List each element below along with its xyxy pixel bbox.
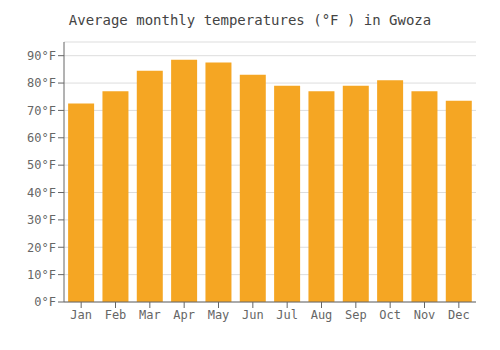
svg-text:30°F: 30°F — [27, 213, 56, 227]
svg-text:10°F: 10°F — [27, 268, 56, 282]
svg-text:Feb: Feb — [105, 308, 127, 322]
svg-text:40°F: 40°F — [27, 186, 56, 200]
svg-text:Oct: Oct — [379, 308, 401, 322]
svg-text:May: May — [208, 308, 230, 322]
svg-text:90°F: 90°F — [27, 49, 56, 63]
svg-text:Jun: Jun — [242, 308, 264, 322]
svg-text:Dec: Dec — [448, 308, 470, 322]
svg-text:Jul: Jul — [276, 308, 298, 322]
svg-text:Jan: Jan — [70, 308, 92, 322]
svg-text:Aug: Aug — [311, 308, 333, 322]
svg-text:80°F: 80°F — [27, 76, 56, 90]
svg-text:70°F: 70°F — [27, 104, 56, 118]
svg-text:Apr: Apr — [173, 308, 195, 322]
svg-text:Mar: Mar — [139, 308, 161, 322]
svg-text:0°F: 0°F — [34, 295, 56, 309]
html-text:Average monthly temperatures (: Average monthly temperatures (°F ) in Gw… — [68, 12, 432, 28]
svg-text:20°F: 20°F — [27, 241, 56, 255]
svg-text:Nov: Nov — [414, 308, 436, 322]
svg-text:Sep: Sep — [345, 308, 367, 322]
svg-text:60°F: 60°F — [27, 131, 56, 145]
svg-text:50°F: 50°F — [27, 158, 56, 172]
